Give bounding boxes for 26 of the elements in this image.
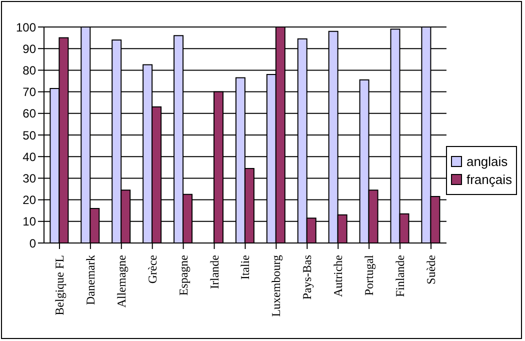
x-tick-label: Irlande [207,255,222,289]
x-tick-label: Danemark [83,255,98,305]
x-tick-label: Espagne [176,255,190,296]
y-tick-label: 50 [22,128,36,142]
y-tick-label: 0 [29,236,36,250]
x-tick-label: Luxembourg [269,255,284,317]
x-tick-label: Grèce [145,255,160,284]
legend-label: français [466,172,512,187]
y-tick-label: 30 [22,171,36,186]
y-tick-label: 10 [22,214,36,229]
x-tick-label: Belgique FL [52,255,66,316]
x-tick-label: Portugal [362,254,376,296]
x-tick-label: Allemagne [114,255,128,308]
x-tick-label: Italie [238,255,252,280]
y-tick-label: 100 [16,20,36,34]
x-tick-label: Suède [424,255,438,284]
y-tick-label: 90 [22,42,36,56]
y-tick-label: 80 [22,63,36,78]
x-tick-label: Pays-Bas [300,254,314,300]
y-tick-label: 20 [22,193,36,208]
y-tick-label: 70 [22,85,36,100]
x-tick-label: Finlande [393,255,408,297]
y-tick-label: 40 [22,150,36,164]
legend-label: anglais [466,154,508,169]
y-tick-label: 60 [22,106,36,121]
x-tick-label: Autriche [331,255,346,297]
